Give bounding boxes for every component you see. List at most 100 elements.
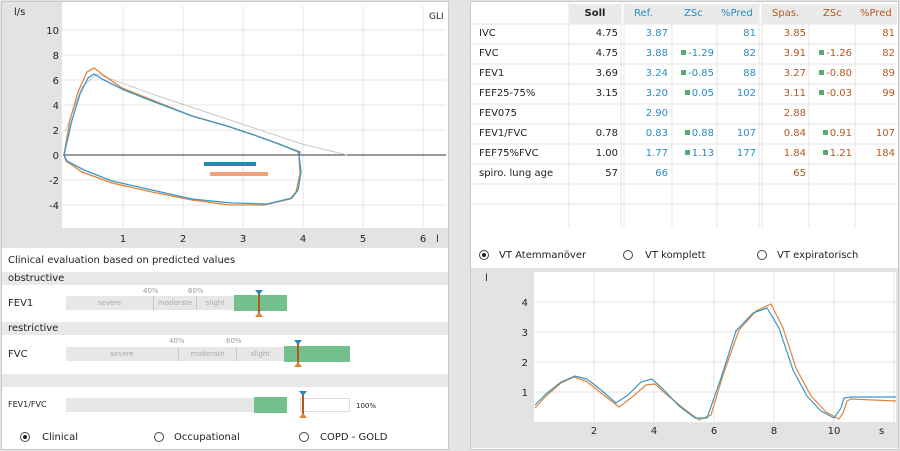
fev1fvc-normal-range [254, 397, 287, 413]
restrictive-label: restrictive [8, 323, 59, 334]
radio-vt-atemmanoever[interactable] [479, 250, 489, 260]
row-name: FEV075 [479, 104, 567, 124]
zscore-marker-icon [684, 90, 690, 95]
fev1-track: severe moderate slight [66, 296, 234, 310]
row-name-text: FEF75%FVC [479, 148, 539, 159]
pred-ref-cell: 88 [717, 64, 756, 84]
spas-cell: 3.11 [762, 84, 806, 104]
row-name: FVC [479, 44, 567, 64]
spas-cell-text: 3.11 [783, 88, 806, 99]
ref-cell: 3.87 [624, 24, 668, 44]
ref-cell: 66 [624, 164, 668, 184]
pred-ref-cell-text: 82 [743, 48, 756, 59]
pred-ref-cell: 107 [717, 124, 756, 144]
row-name: FEF25-75% [479, 84, 567, 104]
vt-blue-curve [534, 307, 896, 419]
soll-cell: 0.78 [569, 124, 618, 144]
ref-blue-bar [204, 162, 256, 166]
radio-vt-expiratorisch[interactable] [757, 250, 767, 260]
vt-y-tick: 1 [522, 388, 528, 399]
pred-ref-cell [717, 104, 756, 124]
header-pred-ref: %Pred [721, 8, 753, 19]
fvc-normal-range [284, 346, 350, 362]
vt-y-tick: 2 [522, 358, 528, 369]
zsc-ref-cell: -1.29 [672, 44, 714, 64]
zsc-ref-cell [672, 24, 714, 44]
spas-cell: 1.84 [762, 144, 806, 164]
zsc-ref-cell-text: -1.29 [688, 48, 714, 59]
zsc-spas-cell-text: -0.80 [826, 68, 852, 79]
spas-cell-text: 2.88 [783, 108, 806, 119]
pred-ref-cell: 102 [717, 84, 756, 104]
spas-cell-text: 3.85 [783, 28, 806, 39]
x-tick: 6 [420, 234, 426, 245]
spas-cell: 3.85 [762, 24, 806, 44]
zscore-marker-icon [819, 90, 825, 95]
radio-clinical[interactable] [20, 432, 30, 442]
zscore-marker-icon [819, 50, 825, 55]
soll-cell: 3.15 [569, 84, 618, 104]
zsc-spas-cell-text: 1.21 [829, 148, 852, 159]
x-unit: l [436, 234, 439, 245]
ref-cell-text: 3.87 [645, 28, 668, 39]
zsc-spas-cell-text: -1.26 [826, 48, 852, 59]
fvc-slight: slight [250, 350, 271, 358]
x-tick: 1 [120, 234, 126, 245]
header-spas: Spas. [772, 8, 800, 19]
radio-vt-atemmanoever-label[interactable]: VT Atemmanöver [499, 250, 587, 261]
pred-ref-cell: 82 [717, 44, 756, 64]
pred-spas-cell [855, 164, 895, 184]
pred-ref-cell-text: 177 [736, 148, 756, 159]
radio-copd-gold[interactable] [299, 432, 309, 442]
header-ref: Ref. [634, 8, 653, 19]
fev1-severe: severe [66, 296, 154, 310]
blue-flow-loop [63, 73, 302, 205]
zscore-marker-icon [822, 150, 828, 155]
ref-cell: 3.88 [624, 44, 668, 64]
fev1-pct60: 60% [188, 287, 204, 295]
fev1-normal-range [234, 295, 287, 311]
ref-cell: 2.90 [624, 104, 668, 124]
zsc-ref-cell-text: 1.13 [691, 148, 714, 159]
vt-x-tick: 4 [651, 426, 657, 437]
row-name-text: FEV1 [479, 68, 505, 79]
spas-cell-text: 65 [793, 168, 806, 179]
ref-cell-text: 0.83 [645, 128, 668, 139]
soll-cell [569, 104, 618, 124]
fev1fvc-upper-box [300, 398, 350, 412]
soll-cell-text: 3.69 [595, 68, 618, 79]
radio-clinical-label[interactable]: Clinical [42, 432, 79, 443]
ref-cell-text: 3.24 [645, 68, 668, 79]
radio-occupational[interactable] [154, 432, 164, 442]
pred-spas-cell: 81 [855, 24, 895, 44]
header-pred-spas: %Pred [860, 8, 892, 19]
zscore-marker-icon [681, 70, 687, 75]
soll-cell: 57 [569, 164, 618, 184]
zsc-spas-cell-text: 0.91 [829, 128, 852, 139]
gli-badge: GLI [429, 12, 444, 22]
row-name-text: IVC [479, 28, 496, 39]
row-name-text: FEF25-75% [479, 88, 536, 99]
radio-vt-expiratorisch-label[interactable]: VT expiratorisch [777, 250, 859, 261]
zsc-spas-cell: 1.21 [809, 144, 852, 164]
fvc-marker [294, 340, 302, 367]
vt-x-tick: 10 [828, 426, 841, 437]
radio-vt-komplett[interactable] [623, 250, 633, 260]
radio-occupational-label[interactable]: Occupational [174, 432, 240, 443]
y-tick: 4 [53, 101, 59, 112]
soll-cell-text: 1.00 [595, 148, 618, 159]
vt-y-unit: l [485, 273, 488, 284]
left-panel: l/s GLI 10 8 6 4 2 0 -2 -4 1 2 3 4 5 6 l [1, 1, 449, 450]
row-name-text: FEV1/FVC [479, 128, 528, 139]
soll-cell: 3.69 [569, 64, 618, 84]
row-name-text: FVC [479, 48, 499, 59]
ref-cell: 0.83 [624, 124, 668, 144]
spas-cell-text: 1.84 [783, 148, 806, 159]
ref-cell-text: 1.77 [645, 148, 668, 159]
pred-spas-cell: 107 [855, 124, 895, 144]
radio-copd-gold-label[interactable]: COPD - GOLD [320, 432, 388, 443]
radio-vt-komplett-label[interactable]: VT komplett [645, 250, 706, 261]
zsc-spas-cell [809, 24, 852, 44]
soll-cell-text: 57 [605, 168, 618, 179]
pred-spas-cell-text: 89 [882, 68, 895, 79]
